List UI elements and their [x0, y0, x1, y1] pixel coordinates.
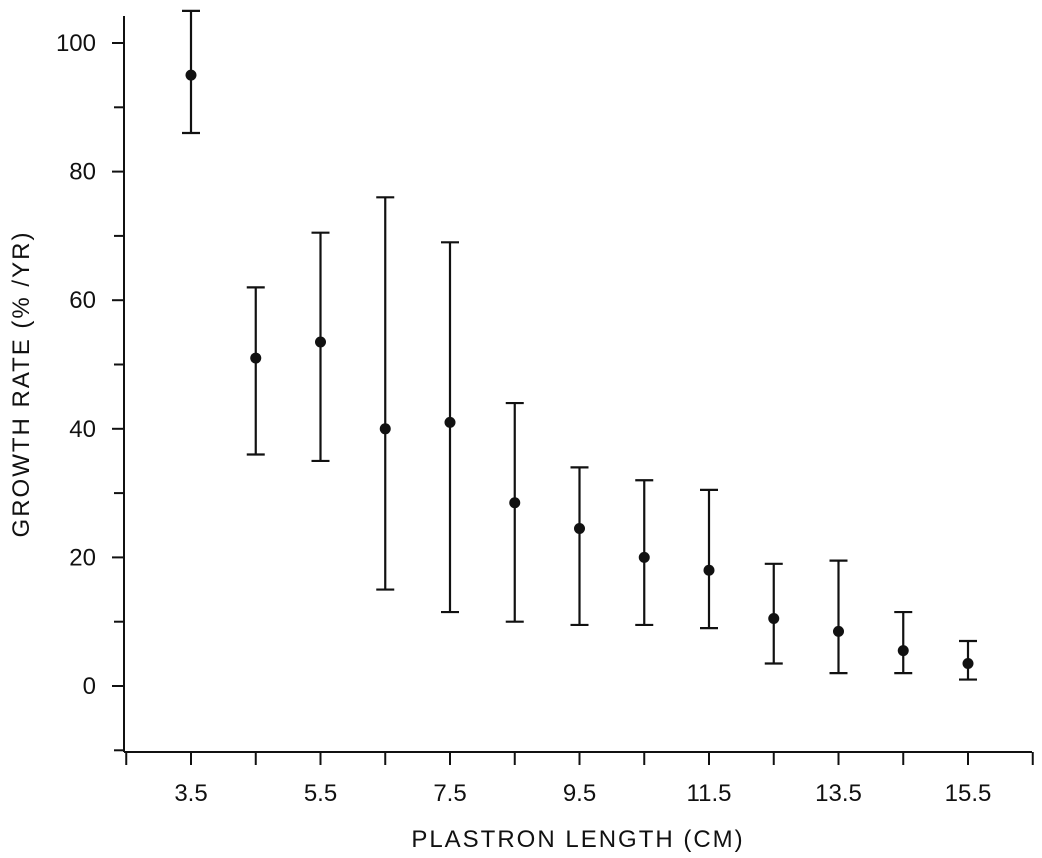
data-point [897, 645, 909, 657]
y-axis-ticks: 0 20 40 60 80 100 [56, 30, 124, 752]
data-point [574, 522, 585, 534]
x-axis-title: PLASTRON LENGTH (CM) [411, 826, 744, 853]
y-tick-label: 40 [69, 416, 96, 443]
x-tick-label: 3.5 [174, 780, 207, 807]
data-point [315, 336, 326, 348]
y-tick-label: 0 [83, 673, 96, 700]
data-point [379, 423, 391, 435]
data-point [185, 69, 197, 81]
data-point [250, 352, 262, 364]
y-tick-label: 20 [69, 544, 96, 571]
x-tick-label: 11.5 [687, 780, 732, 807]
data-point [768, 612, 780, 624]
y-axis-title: GROWTH RATE (% /YR) [8, 231, 35, 538]
x-tick-label: 9.5 [563, 780, 596, 807]
data-point [962, 657, 974, 669]
data-point [703, 564, 715, 576]
data-point [509, 497, 521, 509]
data-point [444, 416, 456, 428]
x-tick-label: 13.5 [815, 780, 862, 807]
x-tick-label: 7.5 [433, 780, 466, 807]
data-points [182, 9, 977, 681]
y-tick-label: 100 [56, 30, 96, 57]
data-point [638, 551, 650, 563]
x-tick-label: 15.5 [945, 780, 992, 807]
x-axis-ticks: 3.5 5.5 7.5 9.5 11.5 13.5 15.5 [125, 752, 1034, 807]
data-point [833, 625, 844, 637]
y-tick-label: 60 [69, 287, 96, 314]
x-tick-label: 5.5 [304, 780, 337, 807]
y-tick-label: 80 [69, 159, 96, 186]
